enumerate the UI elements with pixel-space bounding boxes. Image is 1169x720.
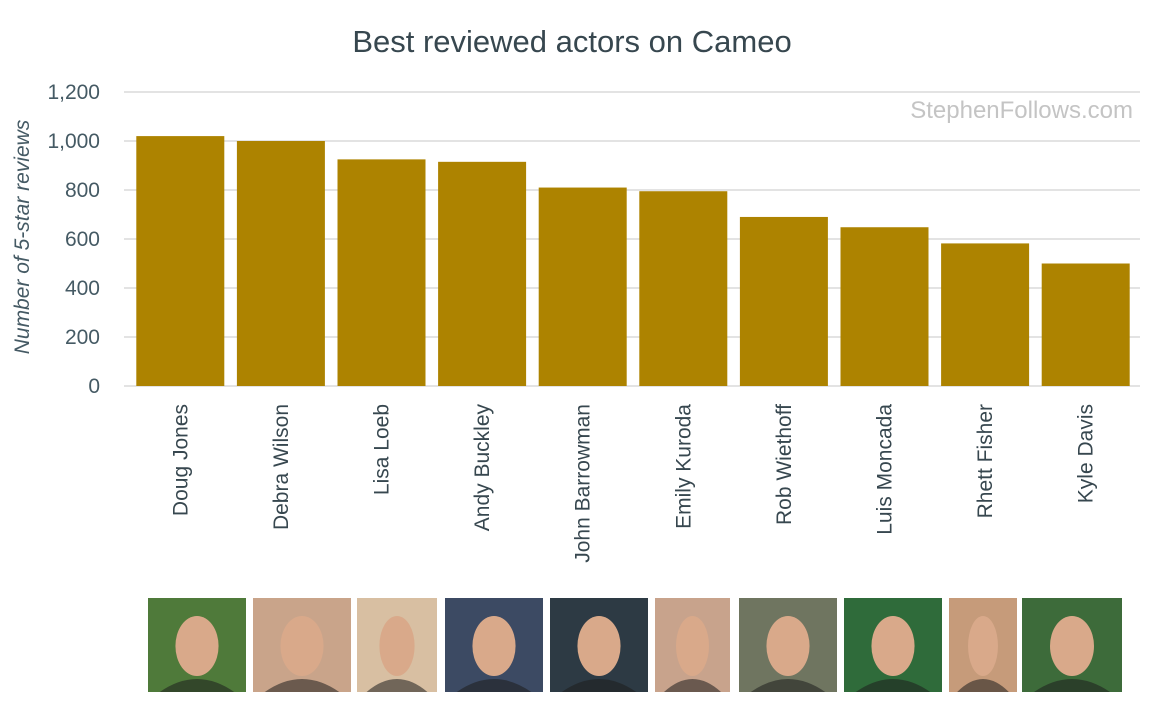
actor-photo <box>253 598 351 692</box>
category-label: Andy Buckley <box>471 404 494 532</box>
bar <box>1041 263 1130 386</box>
shoulders-shape <box>366 679 428 692</box>
category-label: Kyle Davis <box>1075 404 1098 503</box>
bars <box>136 136 1130 386</box>
bar <box>639 191 728 386</box>
category-label: Debra Wilson <box>270 404 293 530</box>
actor-photo <box>949 598 1017 692</box>
shoulders-shape <box>750 679 826 692</box>
category-label: Emily Kuroda <box>672 404 695 529</box>
category-label: Rob Wiethoff <box>773 404 796 525</box>
actor-photo <box>739 598 837 692</box>
category-label: Doug Jones <box>169 404 192 516</box>
face-shape <box>280 616 324 676</box>
actor-photo <box>357 598 437 692</box>
face-shape <box>379 616 415 676</box>
bar <box>840 227 929 386</box>
category-label: Rhett Fisher <box>974 404 997 518</box>
category-label: Luis Moncada <box>874 404 897 535</box>
watermark-brand: StephenFollows <box>910 97 1081 124</box>
y-tick-label: 1,200 <box>47 81 100 104</box>
watermark-suffix: .com <box>1081 97 1133 124</box>
bar <box>236 141 325 386</box>
face-shape <box>871 616 915 676</box>
bar <box>136 136 225 386</box>
shoulders-shape <box>957 679 1009 692</box>
face-shape <box>1050 616 1094 676</box>
actor-photo <box>655 598 730 692</box>
face-shape <box>175 616 219 676</box>
shoulders-shape <box>855 679 931 692</box>
y-tick-label: 600 <box>65 228 100 251</box>
actor-photo <box>148 598 246 692</box>
y-axis-label: Number of 5-star reviews <box>11 119 34 354</box>
face-shape <box>577 616 621 676</box>
y-tick-label: 1,000 <box>47 130 100 153</box>
actor-photo <box>445 598 543 692</box>
shoulders-shape <box>664 679 721 692</box>
y-tick-label: 800 <box>65 179 100 202</box>
bar <box>941 243 1030 386</box>
face-shape <box>676 616 709 676</box>
y-tick-label: 0 <box>88 375 100 398</box>
shoulders-shape <box>1034 679 1110 692</box>
shoulders-shape <box>561 679 637 692</box>
shoulders-shape <box>456 679 532 692</box>
actor-photo <box>1022 598 1122 692</box>
category-label: John Barrowman <box>572 404 595 563</box>
actor-photo <box>550 598 648 692</box>
shoulders-shape <box>159 679 235 692</box>
y-tick-label: 400 <box>65 277 100 300</box>
face-shape <box>472 616 516 676</box>
chart-title: Best reviewed actors on Cameo <box>352 24 791 59</box>
bar <box>438 161 527 386</box>
category-labels: Doug Jones Debra Wilson Lisa Loeb Andy Buck… <box>169 404 1097 563</box>
watermark: StephenFollows.com <box>910 97 1133 124</box>
bar <box>337 159 426 386</box>
y-tick-label: 200 <box>65 326 100 349</box>
y-tick-labels: 0 200 400 600 800 1,000 1,200 <box>47 81 100 398</box>
face-shape <box>766 616 810 676</box>
bar <box>538 187 627 386</box>
actor-photo <box>844 598 942 692</box>
shoulders-shape <box>264 679 340 692</box>
bar <box>739 216 828 386</box>
actor-photos <box>148 598 1122 692</box>
category-label: Lisa Loeb <box>371 404 394 495</box>
face-shape <box>968 616 998 676</box>
